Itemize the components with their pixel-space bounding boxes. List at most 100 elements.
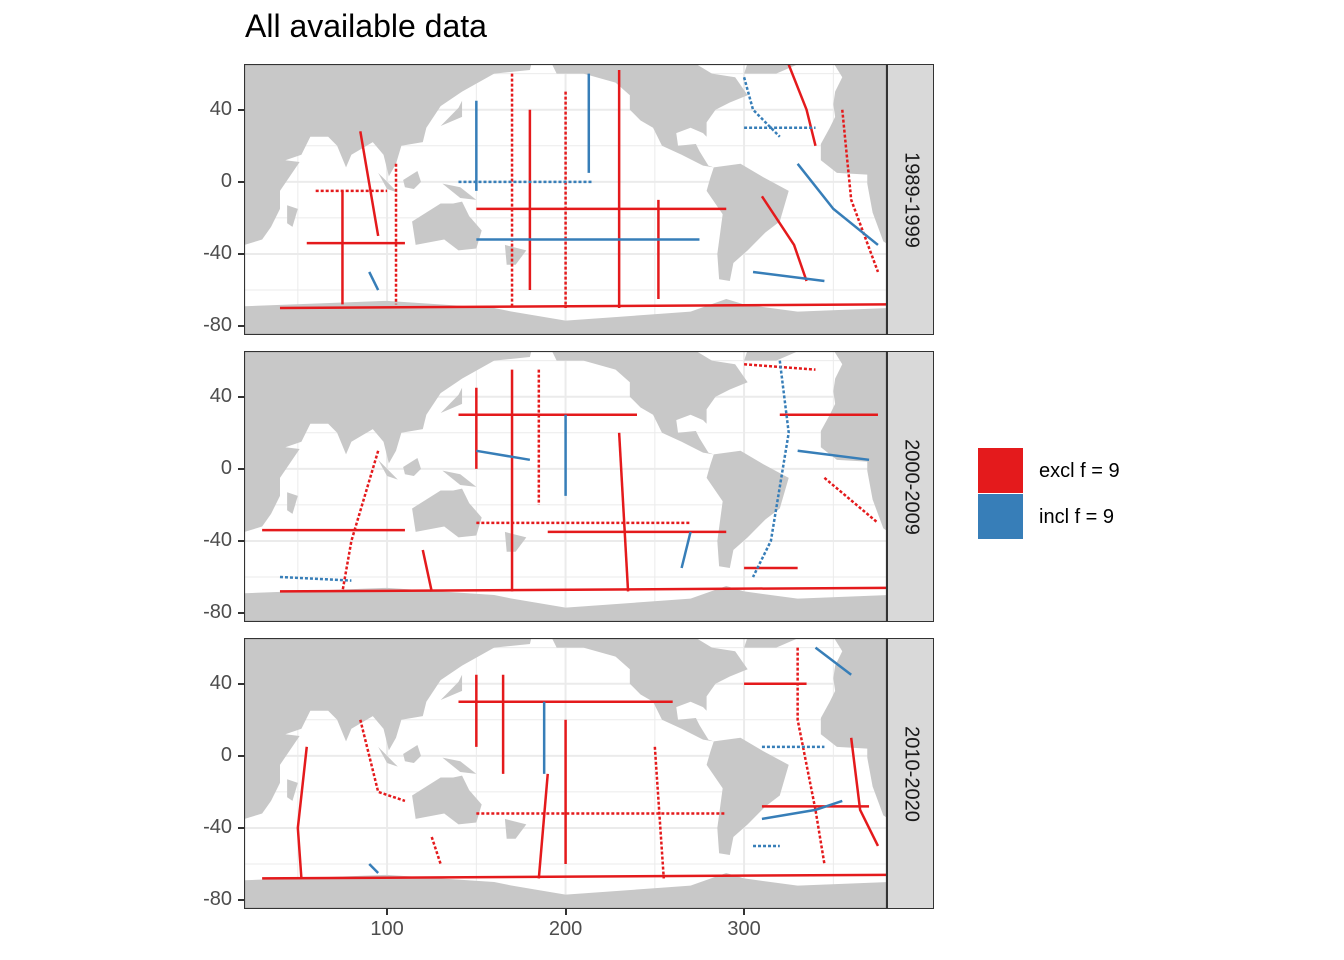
y-tick-label: -40 — [203, 815, 232, 838]
y-tick-label: 40 — [209, 384, 232, 407]
cruise-track-incl — [761, 799, 843, 821]
land-mass — [403, 171, 422, 190]
cruise-track-incl — [751, 360, 790, 578]
land-mass — [245, 352, 532, 532]
cruise-track-incl — [796, 163, 879, 246]
cruise-track-excl — [617, 432, 630, 592]
y-tick — [238, 754, 244, 757]
land-mass — [744, 639, 797, 648]
land-mass — [820, 65, 886, 244]
y-tick — [238, 325, 244, 328]
cruise-track-incl — [279, 575, 352, 582]
x-tick — [564, 909, 567, 915]
cruise-track-incl — [797, 449, 870, 462]
cruise-track-excl — [421, 549, 433, 592]
cruise-track-excl — [341, 450, 380, 592]
land-mass — [287, 492, 298, 514]
cruise-track-excl — [359, 131, 380, 237]
facet-strip: 2000-2009 — [887, 351, 934, 622]
map-panel-1989-1999 — [244, 64, 887, 335]
cruise-track-excl — [787, 65, 817, 147]
cruise-track-excl — [796, 647, 826, 865]
y-tick — [238, 682, 244, 685]
cruise-track-incl — [476, 449, 531, 462]
legend-key-incl — [978, 494, 1023, 539]
map-layer — [245, 352, 886, 621]
land-mass — [552, 352, 748, 455]
legend-item-excl: excl f = 9 — [978, 448, 1120, 494]
land-mass — [440, 100, 463, 126]
land-mass — [706, 450, 789, 568]
legend-label-incl: incl f = 9 — [1039, 505, 1115, 528]
land-mass — [552, 639, 748, 742]
legend-item-incl: incl f = 9 — [978, 494, 1120, 540]
cruise-track-incl — [814, 646, 852, 676]
y-tick-label: -80 — [203, 601, 232, 624]
y-tick — [238, 108, 244, 111]
cruise-track-excl — [841, 109, 880, 273]
map-layer — [245, 65, 886, 334]
land-mass — [442, 183, 477, 200]
y-tick — [238, 539, 244, 542]
cruise-track-excl — [279, 586, 886, 593]
cruise-track-excl — [296, 746, 309, 879]
cruise-track-incl — [742, 76, 781, 138]
land-mass — [504, 818, 527, 839]
land-mass — [378, 172, 398, 193]
legend-key-excl — [978, 448, 1023, 493]
land-mass — [706, 737, 789, 855]
land-mass — [504, 531, 527, 552]
cruise-track-excl — [262, 873, 886, 880]
map-panel-2010-2020 — [244, 638, 887, 909]
cruise-track-excl — [823, 476, 879, 524]
map-svg — [244, 351, 887, 622]
y-tick-label: -40 — [203, 528, 232, 551]
y-tick — [238, 612, 244, 615]
land-mass — [245, 873, 886, 908]
y-tick — [238, 180, 244, 183]
y-tick — [238, 252, 244, 255]
land-mass — [245, 586, 886, 621]
cruise-track-incl — [368, 863, 380, 874]
land-mass — [820, 352, 886, 531]
legend-label-excl: excl f = 9 — [1039, 459, 1120, 482]
land-mass — [442, 470, 477, 487]
land-mass — [412, 201, 482, 251]
land-mass — [744, 65, 797, 74]
y-tick-label: 40 — [209, 97, 232, 120]
land-mass — [442, 757, 477, 774]
y-tick-label: -80 — [203, 314, 232, 337]
cruise-track-excl — [849, 737, 880, 847]
chart-title: All available data — [245, 8, 487, 44]
x-tick-label: 200 — [548, 918, 583, 940]
map-layer — [245, 639, 886, 908]
land-mass — [245, 65, 532, 245]
y-tick-label: 0 — [220, 169, 232, 192]
x-tick — [743, 909, 746, 915]
land-mass — [378, 459, 398, 480]
y-tick-label: 0 — [220, 456, 232, 479]
map-panel-2000-2009 — [244, 351, 887, 622]
cruise-track-excl — [653, 746, 666, 879]
y-tick — [238, 467, 244, 470]
x-tick-label: 100 — [370, 918, 404, 940]
y-tick-label: -40 — [203, 241, 232, 264]
panel-border — [244, 64, 887, 335]
facet-label: 2000-2009 — [900, 438, 922, 535]
land-mass — [552, 65, 748, 168]
map-svg — [244, 64, 887, 335]
land-mass — [287, 779, 298, 801]
y-tick-label: -80 — [203, 888, 232, 911]
land-mass — [412, 488, 482, 538]
facet-label: 1989-1999 — [900, 151, 922, 248]
x-tick-label: 300 — [727, 918, 761, 940]
land-mass — [287, 205, 298, 227]
land-mass — [412, 775, 482, 825]
land-mass — [820, 639, 886, 818]
cruise-track-excl — [760, 195, 808, 282]
land-mass — [403, 745, 422, 764]
facet-strip: 2010-2020 — [887, 638, 934, 909]
legend: excl f = 9 incl f = 9 — [978, 448, 1120, 540]
land-mass — [440, 674, 463, 700]
cruise-track-incl — [680, 531, 692, 569]
